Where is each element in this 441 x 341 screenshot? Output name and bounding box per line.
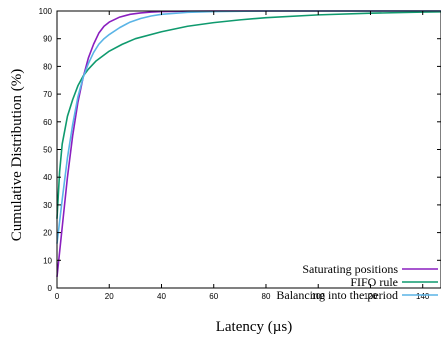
series-line-2 — [56, 11, 441, 219]
y-tick-label: 90 — [43, 35, 52, 44]
legend-label-1: Saturating positions — [302, 262, 398, 276]
y-tick-label: 80 — [43, 62, 52, 71]
legend-label-2: FIFO rule — [350, 275, 398, 289]
y-tick-label: 70 — [43, 90, 52, 99]
x-tick-label: 40 — [157, 292, 166, 301]
y-axis-label: Cumulative Distribution (%) — [9, 69, 25, 241]
x-tick-label: 100 — [312, 292, 326, 301]
axes: 0 20 40 60 80 100 120 140 0 10 20 30 40 50 60 70 80 90 100 — [39, 7, 441, 301]
y-tick-label: 0 — [48, 284, 53, 293]
legend-label-3: Balancing into the period — [276, 288, 398, 302]
y-tick-label: 50 — [43, 146, 52, 155]
y-tick-label: 100 — [39, 7, 53, 16]
y-tick-label: 30 — [43, 201, 52, 210]
y-tick-label: 20 — [43, 229, 52, 238]
y-tick-label: 40 — [43, 173, 52, 182]
x-tick-label: 60 — [209, 292, 218, 301]
series-line-3 — [56, 10, 441, 244]
x-axis-label: Latency (µs) — [216, 319, 293, 335]
y-tick-label: 60 — [43, 118, 52, 127]
plot-frame — [56, 10, 441, 289]
x-tick-label: 140 — [416, 292, 430, 301]
y-tick-label: 10 — [43, 256, 52, 265]
plot-area — [56, 10, 441, 278]
series-line-1 — [56, 10, 441, 278]
x-tick-label: 20 — [105, 292, 114, 301]
x-tick-label: 80 — [262, 292, 271, 301]
x-tick-label: 0 — [55, 292, 60, 301]
x-tick-label: 120 — [364, 292, 378, 301]
